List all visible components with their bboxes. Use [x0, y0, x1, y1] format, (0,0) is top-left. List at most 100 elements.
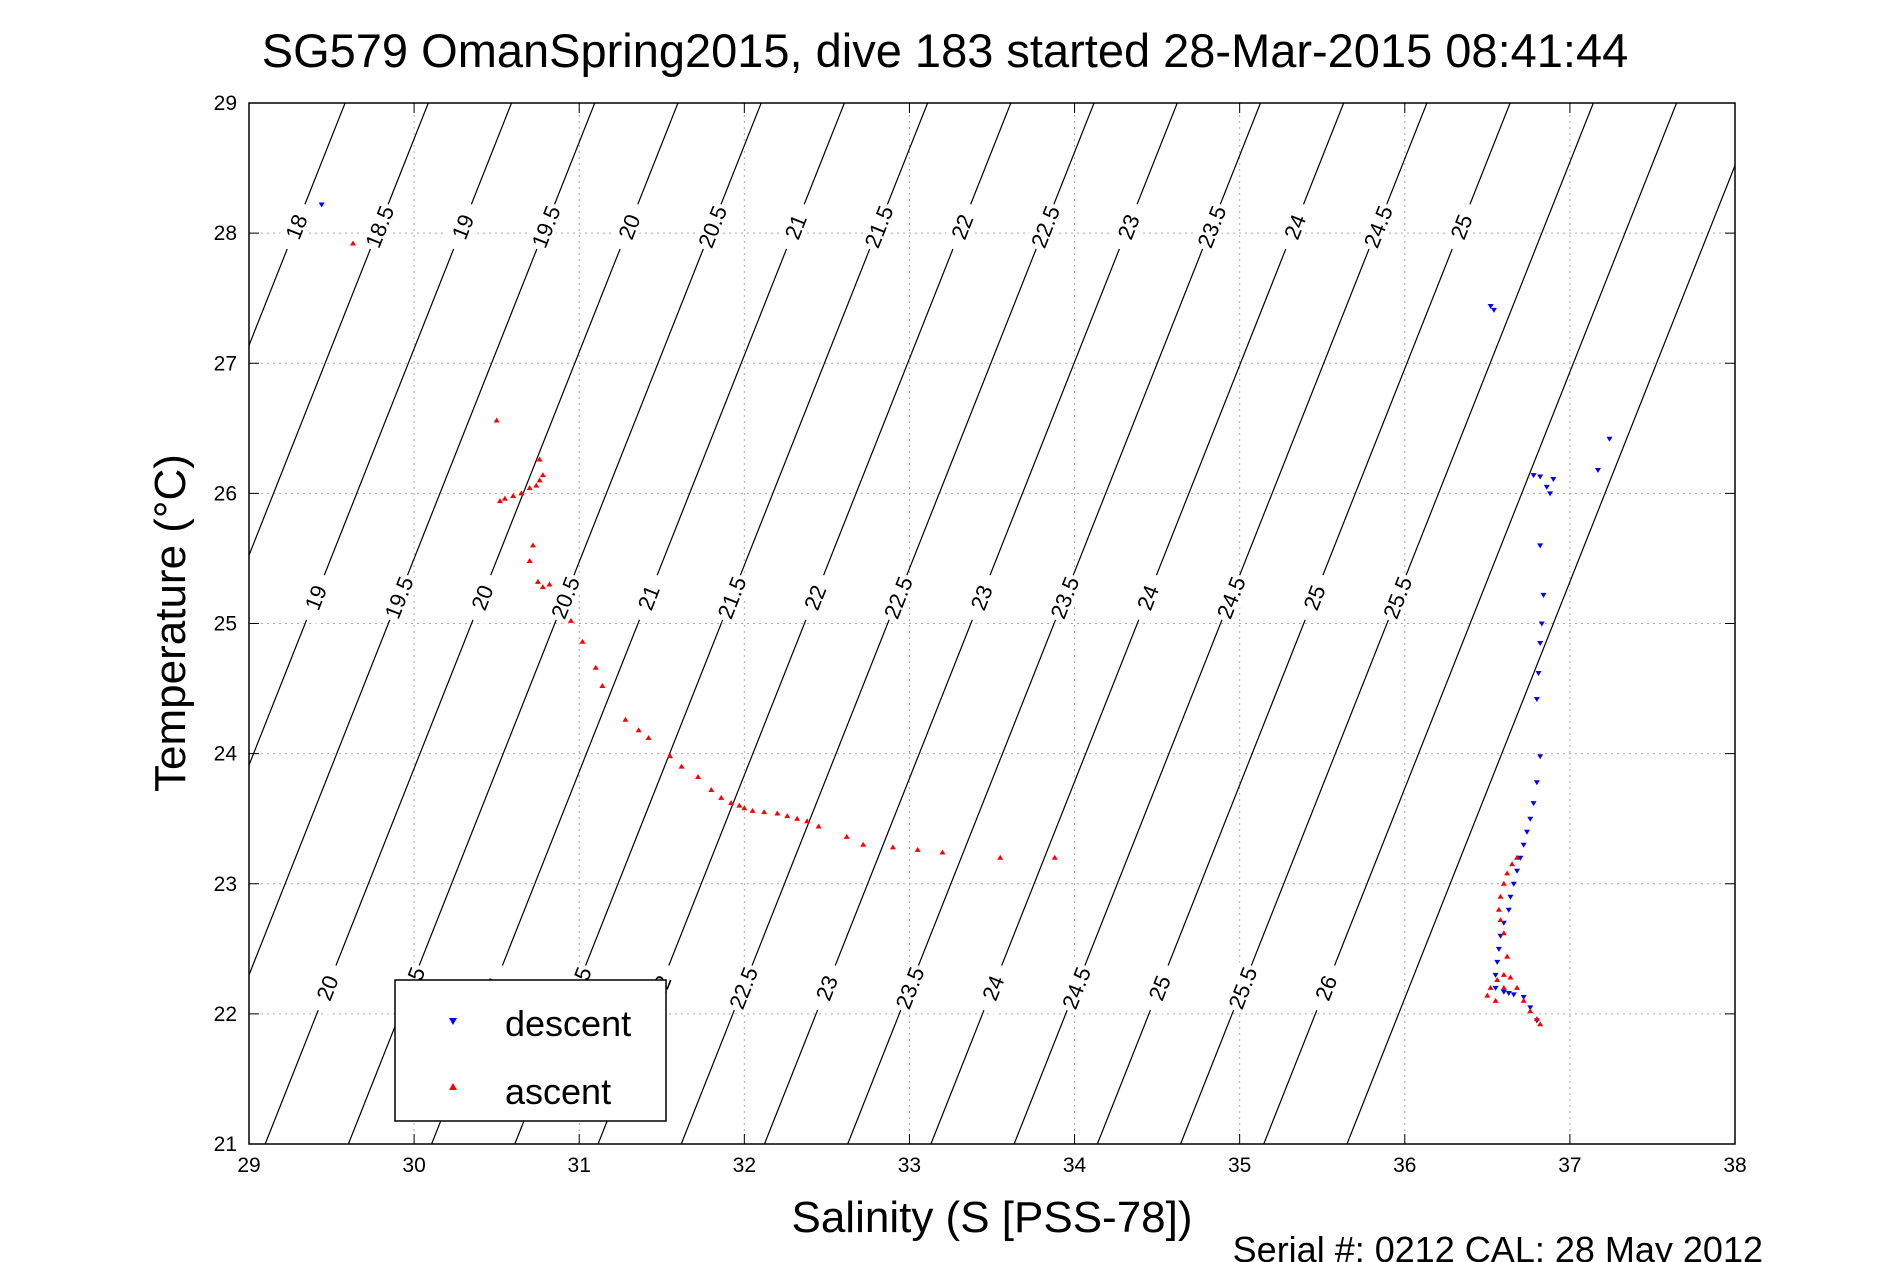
descent-point: [1510, 992, 1517, 998]
contour-label-bg: [276, 199, 317, 254]
ascent-point: [1500, 930, 1507, 936]
contour-label-bg: [858, 199, 899, 254]
contour-label-group: 20.5: [692, 199, 733, 254]
x-tick-label: 36: [1393, 1154, 1416, 1177]
descent-point: [1495, 946, 1502, 952]
legend: descent ascent: [394, 979, 667, 1122]
contour-label-bg: [1127, 570, 1168, 625]
contour-label-bg: [608, 199, 649, 254]
y-tick-label: 29: [214, 92, 237, 115]
contour-label-group: 23.5: [1191, 199, 1232, 254]
descent-point: [1594, 467, 1601, 473]
descent-point: [1505, 907, 1512, 913]
descent-point: [1505, 991, 1512, 997]
descent-point: [1494, 959, 1501, 965]
ascent-point: [1507, 974, 1514, 980]
ascent-point: [695, 774, 702, 780]
contour-label-group: 23: [961, 570, 1002, 625]
x-tick-label: 29: [237, 1154, 260, 1177]
ascent-point: [501, 495, 508, 501]
x-tick-label: 30: [402, 1154, 425, 1177]
contour-label: 23.5: [1192, 202, 1231, 251]
contour-label: 25.5: [1378, 573, 1417, 622]
contour-label-bg: [877, 570, 918, 625]
serial-cal-footer: Serial #: 0212 CAL: 28 May 2012: [1233, 1229, 1763, 1262]
contour-label-group: 21.5: [711, 570, 752, 625]
descent-point: [1510, 881, 1517, 887]
ascent-point: [815, 823, 822, 829]
ascent-point: [536, 456, 543, 462]
contour-label-group: 20: [307, 961, 348, 1015]
contour-label-bg: [378, 570, 419, 625]
series-ascent: [350, 240, 1544, 1027]
contour-label-group: 19.5: [378, 570, 419, 625]
ascent-point: [1500, 984, 1507, 990]
density-contour: [249, 103, 513, 767]
contour-label-bg: [1108, 199, 1149, 254]
ascent-point: [1497, 893, 1504, 899]
contour-label-bg: [961, 570, 1002, 625]
ascent-point: [526, 485, 533, 491]
contour-label-bg: [525, 199, 566, 254]
y-tick-label: 21: [214, 1133, 237, 1156]
contour-label-group: 26: [1305, 961, 1346, 1015]
contour-label: 23.5: [1045, 573, 1084, 622]
ascent-point: [579, 638, 586, 644]
descent-point: [1537, 641, 1544, 647]
chart-title: SG579 OmanSpring2015, dive 183 started 2…: [262, 24, 1629, 77]
ascent-point: [534, 578, 541, 584]
contour-label-group: 20: [461, 570, 502, 625]
contour-label-bg: [1357, 199, 1398, 254]
contour-label-bg: [972, 961, 1013, 1015]
ascent-point: [1492, 997, 1499, 1003]
ascent-point: [774, 810, 781, 816]
contour-label-bg: [941, 199, 982, 254]
descent-point: [318, 202, 325, 208]
descent-point: [1520, 842, 1527, 848]
ascent-point: [728, 800, 735, 806]
ascent-point: [1484, 992, 1491, 998]
density-contour-labels: 18 18.5 19 19.5 20 20.5 21 21.5 22 22.5 23 23.5 24 24…: [276, 199, 1482, 1015]
contour-label-group: 21.5: [858, 199, 899, 254]
x-tick-label: 34: [1063, 1154, 1087, 1177]
contour-label-bg: [1305, 961, 1346, 1015]
ascent-point: [599, 682, 606, 688]
contour-label: 24.5: [1359, 202, 1398, 251]
ascent-point: [1537, 1021, 1544, 1027]
contour-label-bg: [307, 961, 348, 1015]
contour-label-bg: [1377, 570, 1418, 625]
x-tick-label: 32: [733, 1154, 756, 1177]
x-tick-label: 37: [1558, 1154, 1581, 1177]
ascent-point: [736, 802, 743, 808]
series-descent: [318, 202, 1613, 1024]
x-tick-label: 38: [1723, 1154, 1746, 1177]
contour-label-bg: [359, 199, 400, 254]
descent-point: [1537, 543, 1544, 549]
descent-point: [1530, 473, 1537, 479]
descent-point: [1535, 670, 1542, 676]
contour-label: 24.5: [1057, 964, 1096, 1013]
ascent-point: [794, 815, 801, 821]
contour-label-bg: [1056, 961, 1097, 1015]
ascent-point: [667, 753, 674, 759]
ascent-point: [784, 813, 791, 819]
ascent-point: [997, 854, 1004, 860]
contour-label: 18.5: [360, 202, 399, 251]
y-tick-label: 27: [214, 352, 237, 375]
ascent-point: [635, 727, 642, 733]
axis-ticks: 29 30 31 32 33 34 35 36 37 38 21 22 23 24 25 26 27 28 29: [214, 92, 1747, 1177]
contour-label-group: 19: [442, 199, 483, 254]
contour-label-group: 22.5: [723, 961, 764, 1015]
contour-label-bg: [1294, 570, 1335, 625]
contour-label-bg: [628, 570, 669, 625]
contour-label-bg: [442, 199, 483, 254]
descent-point: [1527, 1005, 1534, 1011]
y-tick-label: 28: [214, 222, 237, 245]
contour-label-group: 25: [1294, 570, 1335, 625]
ascent-point: [592, 664, 599, 670]
descent-point: [1537, 754, 1544, 760]
legend-box: [394, 979, 667, 1122]
density-contour: [1346, 163, 1735, 1144]
contour-label-group: 23: [1108, 199, 1149, 254]
ascent-point: [741, 805, 748, 811]
